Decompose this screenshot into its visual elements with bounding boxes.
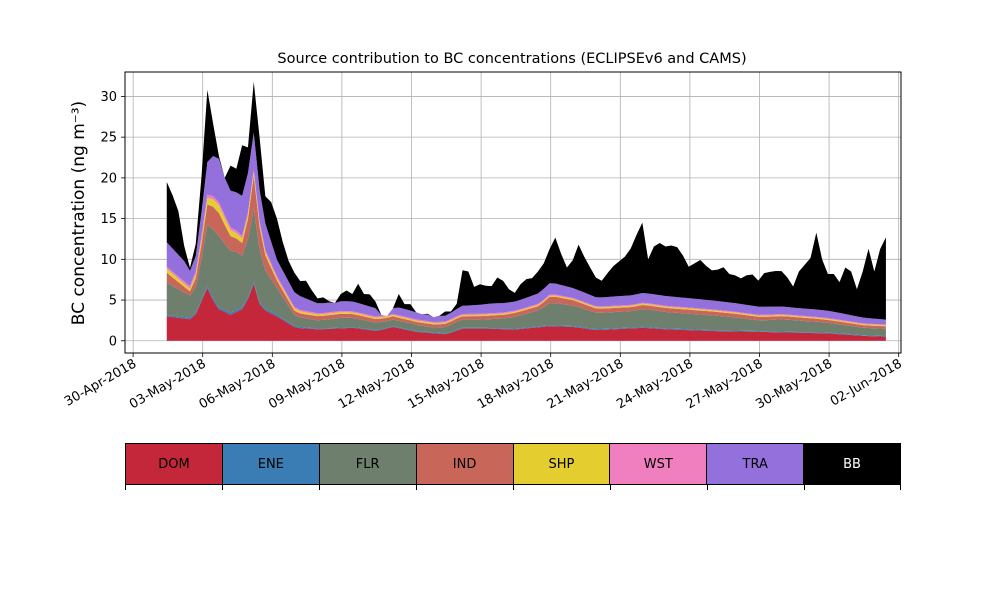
- legend-tick: [707, 485, 708, 490]
- x-tick-label: 02-Jun-2018: [828, 356, 905, 409]
- x-tick-label: 09-May-2018: [266, 356, 348, 412]
- legend-tick: [125, 485, 126, 490]
- x-tick-label: 30-May-2018: [753, 356, 835, 412]
- legend-ind: IND: [415, 444, 513, 484]
- x-tick-label: 03-May-2018: [127, 356, 209, 412]
- legend-wst: WST: [609, 444, 707, 484]
- legend-tick: [900, 485, 901, 490]
- source-legend: DOM ENE FLR IND SHP WST TRA BB: [125, 443, 901, 485]
- legend-ticks: [125, 485, 901, 491]
- x-tick-label: 24-May-2018: [614, 356, 696, 412]
- y-tick-label: 25: [100, 131, 117, 146]
- area-bb: [166, 81, 886, 320]
- legend-bb: BB: [803, 444, 900, 484]
- x-tick-label: 15-May-2018: [405, 356, 487, 412]
- legend-shp: SHP: [512, 444, 610, 484]
- legend-tick: [416, 485, 417, 490]
- x-tick-label: 18-May-2018: [475, 356, 557, 412]
- area-layer: [166, 81, 886, 341]
- x-tick-label: 06-May-2018: [197, 356, 279, 412]
- legend-flr: FLR: [318, 444, 416, 484]
- plot-frame: [124, 71, 902, 354]
- legend-tick: [804, 485, 805, 490]
- x-tick-label: 27-May-2018: [684, 356, 766, 412]
- x-tick-label: 12-May-2018: [336, 356, 418, 412]
- axis-layer: 30-Apr-201803-May-201806-May-201809-May-…: [62, 90, 905, 412]
- stacked-area-chart: 30-Apr-201803-May-201806-May-201809-May-…: [62, 51, 905, 412]
- y-tick-label: 0: [109, 334, 117, 349]
- legend-ene: ENE: [221, 444, 319, 484]
- chart-title: Source contribution to BC concentrations…: [277, 51, 746, 67]
- x-tick-label: 21-May-2018: [545, 356, 627, 412]
- y-axis-label: BC concentration (ng m⁻³): [69, 101, 89, 325]
- legend-tick: [610, 485, 611, 490]
- y-tick-label: 15: [100, 212, 117, 227]
- y-tick-label: 20: [100, 171, 117, 186]
- area-dom: [166, 283, 886, 341]
- y-tick-label: 30: [100, 90, 117, 105]
- legend-dom: DOM: [126, 444, 222, 484]
- legend-tra: TRA: [706, 444, 804, 484]
- legend-tick: [222, 485, 223, 490]
- y-tick-label: 5: [109, 294, 117, 309]
- legend-tick: [513, 485, 514, 490]
- legend-tick: [319, 485, 320, 490]
- area-flr: [166, 208, 886, 337]
- y-tick-label: 10: [100, 253, 117, 268]
